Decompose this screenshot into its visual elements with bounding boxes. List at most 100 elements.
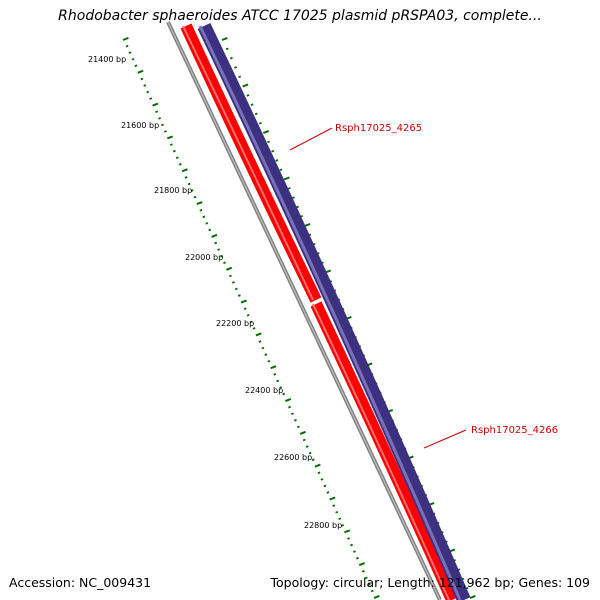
inner-tick: [320, 478, 324, 481]
inner-tick: [329, 496, 336, 501]
inner-tick: [128, 51, 132, 54]
inner-tick: [338, 517, 342, 521]
inner-tick: [288, 405, 291, 409]
inner-tick: [285, 398, 292, 402]
inner-tick: [361, 570, 365, 573]
inner-tick: [373, 594, 380, 599]
inner-tick: [282, 392, 286, 396]
inner-tick: [217, 248, 221, 251]
inner-tick: [125, 44, 129, 48]
inner-tick: [264, 353, 268, 356]
inner-tick: [231, 281, 235, 284]
inner-tick: [193, 195, 197, 199]
inner-tick: [293, 419, 297, 422]
bp-tick-label: 22200 bp: [216, 319, 254, 328]
inner-tick: [199, 208, 203, 212]
bp-tick-label: 21400 bp: [88, 55, 126, 64]
inner-tick: [196, 201, 203, 206]
inner-tick: [290, 412, 294, 416]
inner-tick: [187, 182, 191, 186]
outer-tick: [246, 94, 250, 97]
inner-tick: [202, 215, 206, 219]
inner-tick: [190, 189, 194, 192]
inner-tick: [341, 524, 345, 527]
outer-tick: [271, 149, 275, 153]
bp-tick-label: 22000 bp: [185, 253, 223, 262]
inner-tick: [358, 562, 365, 567]
inner-tick: [326, 491, 330, 494]
inner-tick: [323, 484, 327, 488]
inner-tick: [181, 168, 188, 173]
map-title: Rhodobacter sphaeroides ATCC 17025 plasm…: [58, 8, 542, 24]
inner-tick: [367, 583, 371, 586]
outer-tick: [238, 75, 242, 79]
outer-tick: [234, 66, 237, 69]
inner-tick: [237, 294, 241, 297]
gene-feature-reverse: [197, 22, 471, 600]
inner-tick: [137, 69, 144, 74]
inner-tick: [134, 64, 138, 68]
inner-tick: [166, 135, 174, 140]
inner-tick: [184, 176, 188, 179]
gene-label: Rsph17025_4265: [335, 123, 422, 134]
outer-tick: [287, 187, 291, 190]
inner-tick: [205, 222, 209, 225]
inner-tick: [175, 156, 179, 160]
outer-tick: [229, 56, 233, 60]
outer-tick: [279, 168, 283, 172]
inner-tick: [347, 537, 350, 540]
bp-tick-label: 21600 bp: [121, 121, 159, 130]
inner-tick: [140, 77, 144, 81]
gene-highlight: [198, 25, 462, 600]
outer-tick: [267, 140, 271, 144]
inner-tick: [152, 102, 159, 107]
backbone-highlight: [167, 21, 441, 600]
inner-tick: [214, 241, 218, 245]
inner-tick: [208, 228, 212, 232]
inner-tick: [261, 346, 265, 350]
inner-tick: [161, 123, 164, 127]
outer-tick: [221, 36, 228, 41]
inner-tick: [220, 254, 224, 258]
gene-tracks: [166, 21, 471, 600]
inner-tick: [364, 576, 368, 580]
inner-tick: [143, 84, 147, 87]
inner-tick: [258, 340, 262, 343]
inner-tick: [344, 529, 351, 534]
inner-tick: [317, 471, 321, 475]
outer-tick: [258, 121, 262, 125]
inner-tick: [308, 451, 312, 455]
inner-tick: [155, 110, 159, 114]
outer-tick: [254, 112, 258, 116]
inner-tick: [178, 163, 182, 166]
topology-summary: Topology: circular; Length: 121,962 bp; …: [270, 575, 591, 590]
outer-tick: [242, 83, 249, 88]
inner-tick: [255, 332, 262, 337]
inner-tick: [243, 307, 247, 310]
inner-tick: [311, 458, 315, 461]
gene-feature-forward: [310, 301, 458, 600]
inner-tick: [370, 589, 374, 593]
inner-tick: [158, 117, 162, 120]
inner-tick: [273, 373, 277, 376]
inner-tick: [164, 130, 167, 133]
gene-callout-line: [423, 429, 467, 449]
inner-tick: [332, 504, 336, 507]
inner-tick: [353, 550, 356, 553]
outer-tick: [275, 159, 279, 162]
inner-tick: [146, 90, 150, 94]
gene-label: Rsph17025_4266: [471, 425, 558, 436]
inner-tick: [240, 299, 247, 304]
inner-tick: [350, 543, 353, 547]
outer-tick: [283, 176, 290, 181]
outer-tick: [225, 47, 229, 51]
inner-tick: [169, 143, 173, 146]
inner-tick: [249, 320, 253, 324]
bp-tick-label: 22400 bp: [245, 386, 283, 395]
inner-tick: [211, 233, 218, 238]
gene-labels: Rsph17025_4265 Rsph17025_4266: [289, 123, 558, 449]
inner-tick: [267, 359, 271, 363]
inner-tick: [305, 445, 309, 448]
inner-tick: [228, 274, 232, 278]
